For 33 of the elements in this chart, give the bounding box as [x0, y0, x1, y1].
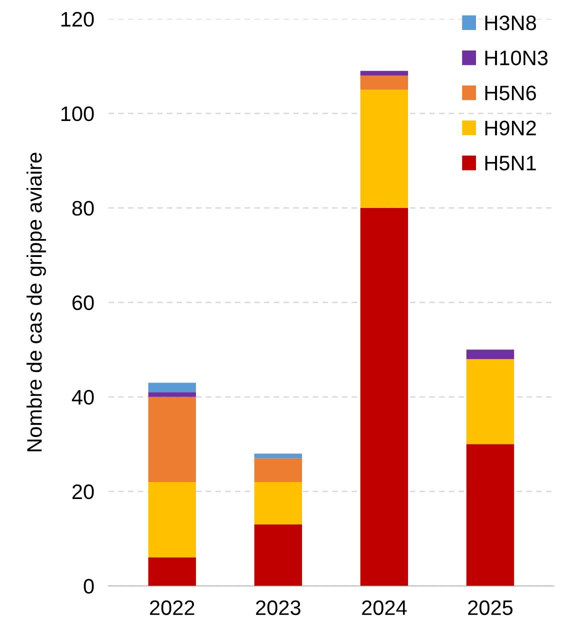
legend-label: H9N2	[485, 120, 536, 136]
y-tick-label: 60	[72, 295, 94, 310]
bar	[254, 454, 302, 458]
y-tick-label: 40	[72, 390, 94, 405]
y-tick-label: 20	[72, 484, 94, 500]
y-axis-title: Nombre de cas de grippe aviaire	[26, 152, 46, 452]
legend-label: H10N3	[485, 50, 548, 66]
bar	[466, 350, 514, 360]
bar	[254, 524, 302, 586]
y-tick-label: 80	[72, 200, 94, 216]
bar	[360, 76, 408, 90]
bar	[360, 70, 408, 76]
bar	[360, 208, 408, 586]
y-tick-label: 120	[61, 12, 94, 27]
x-tick-label: 2023	[256, 600, 300, 616]
bar	[148, 382, 196, 392]
bar	[148, 392, 196, 397]
x-tick-label: 2025	[468, 600, 513, 616]
legend-label: H3N8	[485, 16, 536, 30]
bar	[466, 444, 514, 586]
y-tick-label: 0	[84, 578, 94, 594]
bar	[148, 396, 196, 482]
bar	[254, 482, 302, 524]
bar	[148, 558, 196, 586]
legend-label: H5N1	[485, 156, 536, 170]
x-tick-label: 2022	[150, 600, 194, 616]
legend-label: H5N6	[485, 86, 536, 100]
bar	[466, 359, 514, 444]
bar	[254, 458, 302, 482]
bar	[360, 90, 408, 208]
bar	[148, 482, 196, 558]
y-tick-label: 100	[61, 106, 94, 122]
x-tick-label: 2024	[362, 600, 407, 616]
